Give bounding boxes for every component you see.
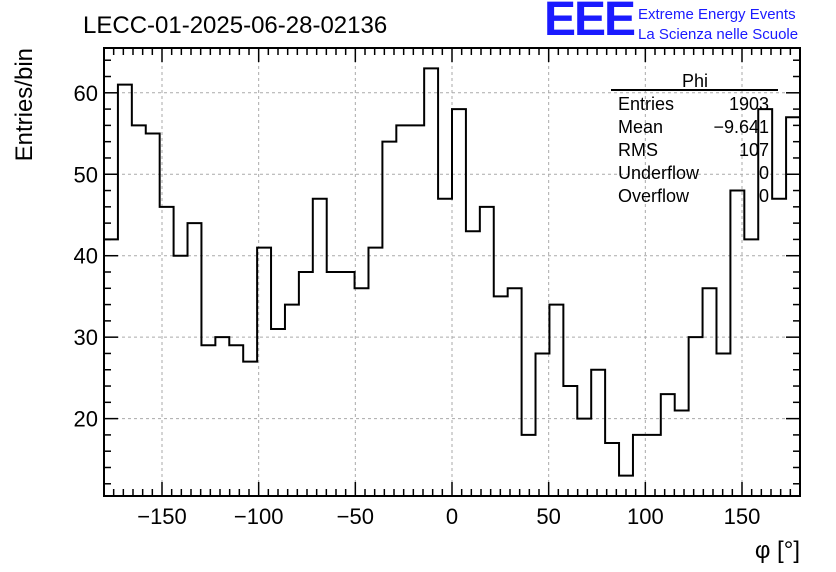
eee-logo: EEE bbox=[544, 0, 636, 46]
stats-row-label: Mean bbox=[618, 117, 663, 137]
x-tick-label: 50 bbox=[536, 504, 560, 529]
histogram-line bbox=[103, 67, 801, 496]
plot-frame bbox=[103, 47, 801, 497]
x-tick-label: −100 bbox=[234, 504, 284, 529]
y-tick-label: 60 bbox=[74, 81, 98, 106]
y-tick-labels: 20 30 40 50 60 bbox=[74, 81, 98, 432]
y-tick-label: 20 bbox=[74, 407, 98, 432]
y-tick-label: 30 bbox=[74, 325, 98, 350]
brand-line-2: La Scienza nelle Scuole bbox=[638, 26, 799, 43]
stats-row-value: 0 bbox=[759, 186, 769, 206]
stats-row-value: 1903 bbox=[729, 94, 769, 114]
stats-row-value: 107 bbox=[739, 140, 769, 160]
grid-lines bbox=[104, 48, 800, 496]
x-tick-label: 100 bbox=[627, 504, 664, 529]
stats-row-label: Overflow bbox=[618, 186, 690, 206]
stats-title: Phi bbox=[682, 71, 708, 91]
stats-row-label: Entries bbox=[618, 94, 674, 114]
stats-row-value: −9.641 bbox=[713, 117, 769, 137]
stats-row-label: RMS bbox=[618, 140, 658, 160]
y-tick-label: 50 bbox=[74, 162, 98, 187]
brand-line-1: Extreme Energy Events bbox=[638, 6, 796, 23]
axis-ticks bbox=[104, 48, 800, 496]
x-tick-label: 150 bbox=[724, 504, 761, 529]
y-axis-label: Entries/bin bbox=[11, 48, 38, 161]
x-tick-label: −150 bbox=[137, 504, 187, 529]
eee-brand: EEE Extreme Energy Events La Scienza nel… bbox=[544, 0, 834, 46]
y-tick-label: 40 bbox=[74, 244, 98, 269]
x-axis-label: φ [°] bbox=[755, 537, 800, 564]
x-tick-labels: −150 −100 −50 0 50 100 150 bbox=[137, 504, 760, 529]
stats-row-value: 0 bbox=[759, 163, 769, 183]
stats-box: Phi Entries 1903 Mean −9.641 RMS 107 Underflow… bbox=[611, 71, 778, 206]
stats-row-label: Underflow bbox=[618, 163, 700, 183]
x-tick-label: 0 bbox=[446, 504, 458, 529]
chart-title: LECC-01-2025-06-28-02136 bbox=[83, 12, 387, 39]
x-tick-label: −50 bbox=[337, 504, 374, 529]
